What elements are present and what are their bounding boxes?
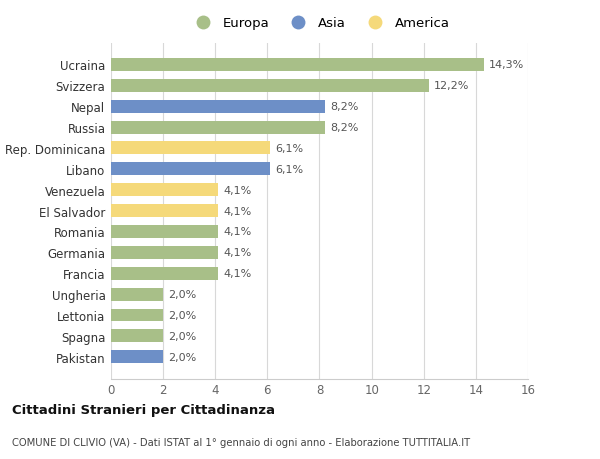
Text: 2,0%: 2,0% — [169, 310, 197, 320]
Text: 4,1%: 4,1% — [223, 227, 251, 237]
Text: 6,1%: 6,1% — [275, 144, 304, 154]
Text: 2,0%: 2,0% — [169, 352, 197, 362]
Bar — [111, 225, 218, 238]
Bar — [111, 205, 218, 218]
Text: COMUNE DI CLIVIO (VA) - Dati ISTAT al 1° gennaio di ogni anno - Elaborazione TUT: COMUNE DI CLIVIO (VA) - Dati ISTAT al 1°… — [12, 437, 470, 447]
Text: 4,1%: 4,1% — [223, 248, 251, 258]
Text: 2,0%: 2,0% — [169, 331, 197, 341]
Text: 12,2%: 12,2% — [434, 81, 470, 91]
Text: 8,2%: 8,2% — [330, 102, 358, 112]
Bar — [111, 267, 218, 280]
Bar — [111, 330, 163, 342]
Text: 8,2%: 8,2% — [330, 123, 358, 133]
Text: 2,0%: 2,0% — [169, 290, 197, 299]
Bar — [111, 59, 484, 72]
Bar — [111, 246, 218, 259]
Text: 4,1%: 4,1% — [223, 185, 251, 195]
Bar — [111, 288, 163, 301]
Bar — [111, 309, 163, 322]
Text: 14,3%: 14,3% — [489, 60, 524, 70]
Bar — [111, 80, 429, 93]
Bar — [111, 184, 218, 197]
Text: Cittadini Stranieri per Cittadinanza: Cittadini Stranieri per Cittadinanza — [12, 403, 275, 416]
Legend: Europa, Asia, America: Europa, Asia, America — [190, 17, 449, 30]
Text: 4,1%: 4,1% — [223, 269, 251, 279]
Bar — [111, 121, 325, 134]
Text: 6,1%: 6,1% — [275, 164, 304, 174]
Bar — [111, 142, 270, 155]
Bar — [111, 163, 270, 176]
Bar — [111, 101, 325, 113]
Text: 4,1%: 4,1% — [223, 206, 251, 216]
Bar — [111, 351, 163, 364]
